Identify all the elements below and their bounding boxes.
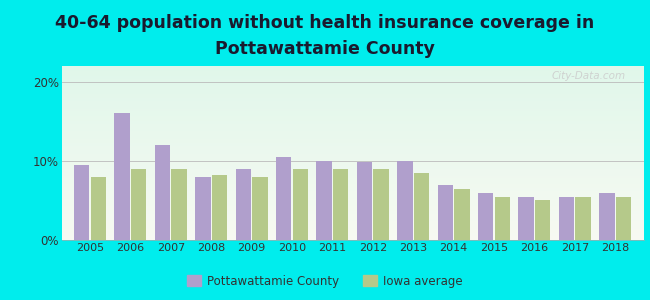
Bar xyxy=(519,196,534,240)
Bar xyxy=(454,189,469,240)
Bar xyxy=(559,196,574,240)
Bar xyxy=(575,196,591,240)
Bar xyxy=(114,113,130,240)
Bar xyxy=(74,165,90,240)
Bar xyxy=(478,193,493,240)
Bar xyxy=(599,193,615,240)
Bar xyxy=(374,169,389,240)
Bar xyxy=(317,161,332,240)
Text: 40-64 population without health insurance coverage in: 40-64 population without health insuranc… xyxy=(55,14,595,32)
Bar xyxy=(397,161,413,240)
Bar xyxy=(252,177,268,240)
Bar xyxy=(131,169,146,240)
Bar xyxy=(276,157,291,240)
Bar xyxy=(333,169,348,240)
Bar xyxy=(155,145,170,240)
Text: City-Data.com: City-Data.com xyxy=(552,71,626,81)
Text: Pottawattamie County: Pottawattamie County xyxy=(215,40,435,58)
Bar xyxy=(292,169,308,240)
Bar xyxy=(414,173,429,240)
Bar xyxy=(195,177,211,240)
Bar xyxy=(212,175,227,240)
Legend: Pottawattamie County, Iowa average: Pottawattamie County, Iowa average xyxy=(184,271,466,291)
Bar xyxy=(90,177,106,240)
Bar xyxy=(172,169,187,240)
Bar xyxy=(535,200,551,240)
Bar xyxy=(616,196,631,240)
Bar xyxy=(236,169,251,240)
Bar xyxy=(495,196,510,240)
Bar xyxy=(437,184,453,240)
Bar xyxy=(357,163,372,240)
